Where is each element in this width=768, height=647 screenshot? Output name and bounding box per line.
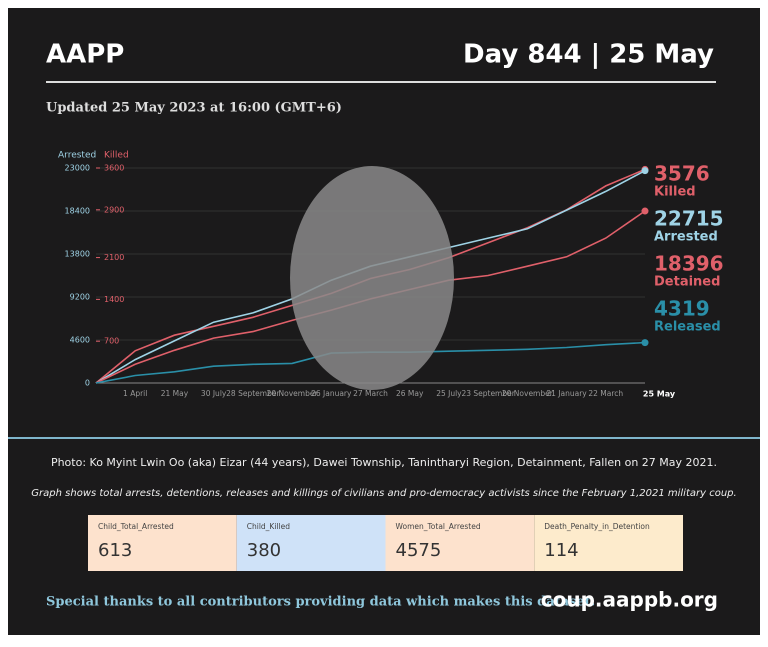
stat-label: Death_Penalty_in_Detention [544, 522, 650, 531]
y2-tick-label: 2100 [104, 253, 124, 262]
x-tick-label: 21 May [161, 389, 189, 398]
y2-axis-label: Killed [104, 151, 129, 161]
note: Graph shows total arrests, detentions, r… [31, 488, 736, 499]
end-value: 4319 [654, 297, 710, 321]
updated: Updated 25 May 2023 at 16:00 (GMT+6) [46, 101, 342, 116]
caption: Photo: Ko Myint Lwin Oo (aka) Eizar (44 … [51, 456, 717, 469]
y-tick-label: 0 [85, 379, 90, 388]
end-dot [641, 339, 649, 347]
stat-value: 114 [544, 540, 578, 561]
end-value: 22715 [654, 207, 724, 231]
legend-entry: Arrested [654, 230, 718, 245]
end-value: 3576 [654, 162, 710, 186]
y-tick-label: 9200 [70, 293, 90, 302]
portrait [290, 166, 454, 390]
x-tick-label: 1 April [123, 389, 147, 398]
x-tick-label: 20 November [267, 389, 319, 398]
thanks: Special thanks to all contributors provi… [46, 595, 595, 610]
x-tick-label: 25 May [643, 390, 676, 399]
stat-label: Women_Total_Arrested [396, 522, 481, 531]
x-tick-label: 28 September [226, 389, 280, 398]
stat-card [385, 515, 535, 571]
y2-tick-label: 700 [104, 337, 119, 346]
stat-card [88, 515, 237, 571]
x-tick-label: 27 March [353, 389, 388, 398]
y-tick-label: 13800 [65, 250, 90, 259]
y-tick-label: 18400 [65, 207, 90, 216]
y-axis-label: Arrested [58, 151, 96, 161]
url: coup.aappb.org [541, 588, 718, 612]
y-tick-label: 4600 [70, 336, 90, 345]
stat-value: 4575 [396, 540, 442, 561]
y-tick-label: 23000 [65, 164, 90, 173]
y2-tick-label: 1400 [104, 295, 124, 304]
stat-value: 613 [98, 540, 132, 561]
end-dot [641, 207, 649, 215]
legend-entry: Released [654, 320, 721, 335]
title: AAPP [46, 40, 124, 70]
x-tick-label: 26 May [396, 389, 424, 398]
legend-entry: Killed [654, 185, 696, 200]
y2-tick-label: 3600 [104, 164, 124, 173]
stat-label: Child_Killed [247, 522, 290, 531]
x-tick-label: 22 March [588, 389, 623, 398]
x-tick-label: 25 July [436, 389, 462, 398]
stat-card [534, 515, 683, 571]
x-tick-label: 23 September [461, 389, 515, 398]
stat-value: 380 [247, 540, 281, 561]
x-tick-label: 21 January [546, 389, 587, 398]
stat-label: Child_Total_Arrested [98, 522, 174, 531]
stat-card [236, 515, 386, 571]
x-tick-label: 30 July [201, 389, 227, 398]
x-tick-label: 26 January [311, 389, 352, 398]
x-tick-label: 20 November [502, 389, 554, 398]
y2-tick-label: 2900 [104, 205, 124, 214]
end-value: 18396 [654, 252, 724, 276]
day: Day 844 | 25 May [463, 40, 714, 70]
legend-entry: Detained [654, 275, 720, 290]
end-dot [641, 167, 649, 175]
stats: Child_Total_Arrested 613 Child_Killed 380 Wo… [88, 515, 683, 571]
